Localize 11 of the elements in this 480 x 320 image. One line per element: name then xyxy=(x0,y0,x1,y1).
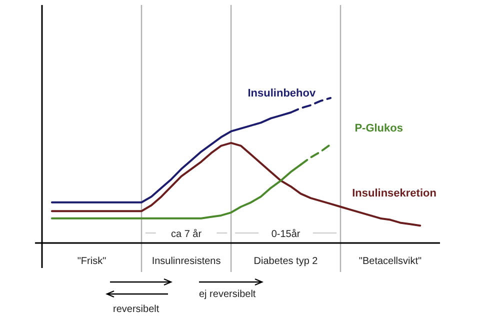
text: "Frisk" xyxy=(77,256,107,267)
text: "Betacellsvikt" xyxy=(358,256,422,267)
series-label: Insulinsekretion xyxy=(352,188,437,200)
text: reversibelt xyxy=(113,304,160,315)
text: P-Glukos xyxy=(354,122,403,135)
text: Diabetes typ 2 xyxy=(254,256,318,267)
text: Insulinresistens xyxy=(152,256,221,267)
series-label: Insulinbehov xyxy=(248,88,316,100)
annotation: 0-15år xyxy=(271,228,301,240)
text: ej reversibelt xyxy=(199,289,256,300)
annotation: ca 7 år xyxy=(170,228,202,240)
